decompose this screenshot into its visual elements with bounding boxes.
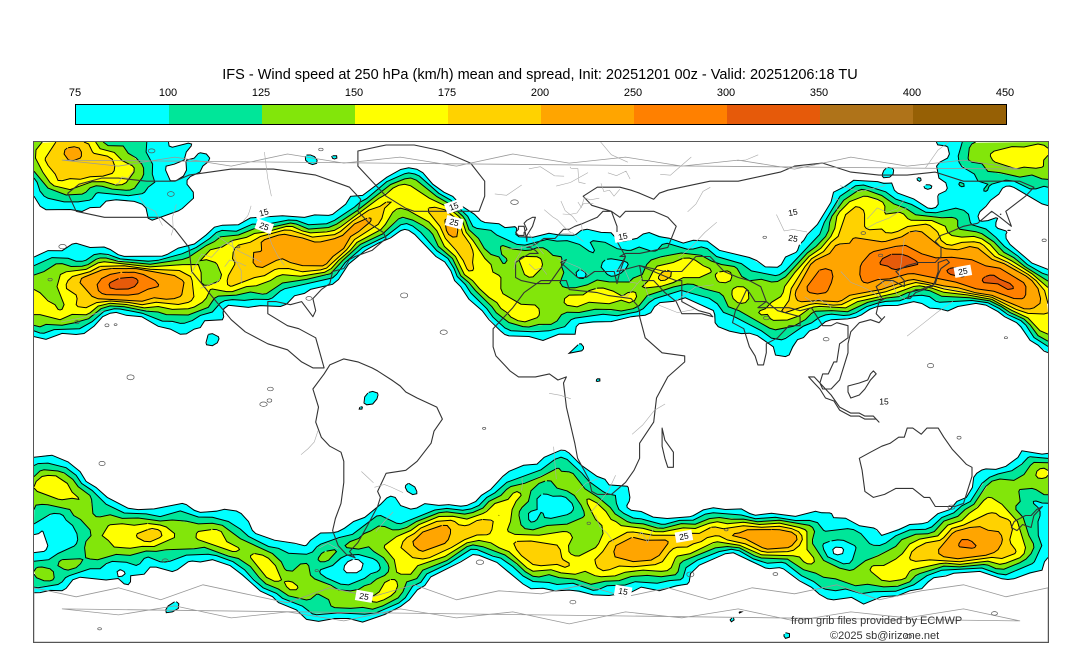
svg-text:25: 25: [359, 591, 370, 603]
svg-text:25: 25: [788, 233, 799, 245]
svg-text:15: 15: [787, 207, 798, 219]
svg-text:25: 25: [957, 266, 968, 278]
svg-text:15: 15: [617, 231, 628, 243]
svg-text:15: 15: [879, 396, 889, 406]
svg-text:15: 15: [618, 586, 629, 598]
svg-text:25: 25: [678, 531, 689, 543]
